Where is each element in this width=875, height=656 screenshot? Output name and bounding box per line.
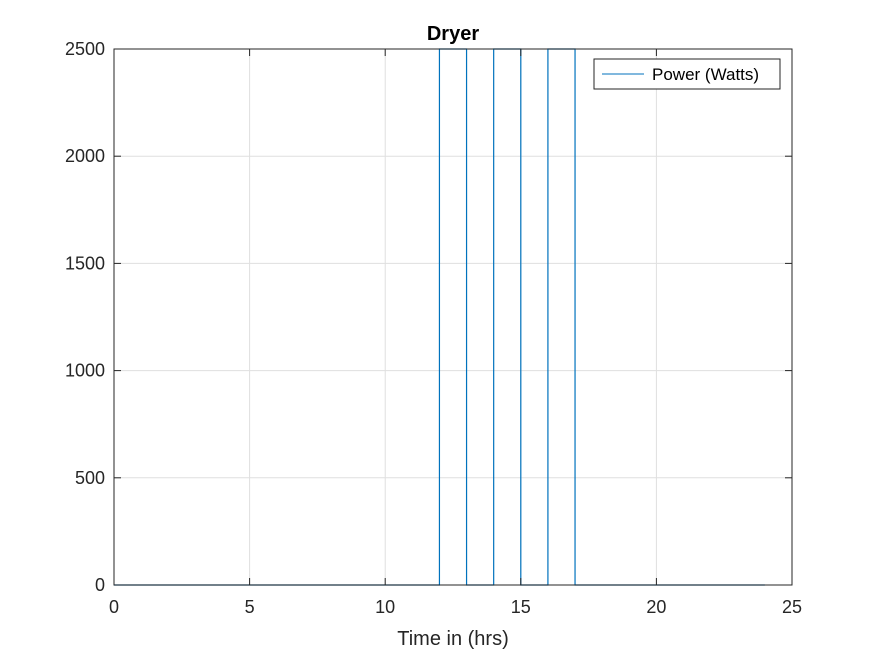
- y-tick-label: 2500: [65, 39, 105, 59]
- legend: Power (Watts): [593, 58, 781, 90]
- plot-area: [114, 49, 792, 585]
- plot-frame: [113, 48, 793, 586]
- x-tick-labels: 0 5 10 15 20 25: [109, 597, 802, 617]
- x-tick-label: 25: [782, 597, 802, 617]
- grid-lines: [113, 48, 793, 586]
- y-tick-label: 500: [75, 468, 105, 488]
- x-tick-label: 15: [511, 597, 531, 617]
- y-tick-labels: 0 500 1000 1500 2000 2500: [65, 39, 105, 595]
- legend-label-power: Power (Watts): [652, 65, 759, 84]
- x-tick-label: 0: [109, 597, 119, 617]
- tick-marks: [113, 48, 793, 586]
- y-tick-label: 1000: [65, 361, 105, 381]
- y-tick-label: 2000: [65, 146, 105, 166]
- x-axis-label: Time in (hrs): [397, 628, 508, 650]
- chart-title: Dryer: [427, 23, 479, 45]
- x-tick-label: 5: [245, 597, 255, 617]
- x-tick-label: 10: [375, 597, 395, 617]
- y-tick-label: 1500: [65, 253, 105, 273]
- x-tick-label: 20: [646, 597, 666, 617]
- y-tick-label: 0: [95, 575, 105, 595]
